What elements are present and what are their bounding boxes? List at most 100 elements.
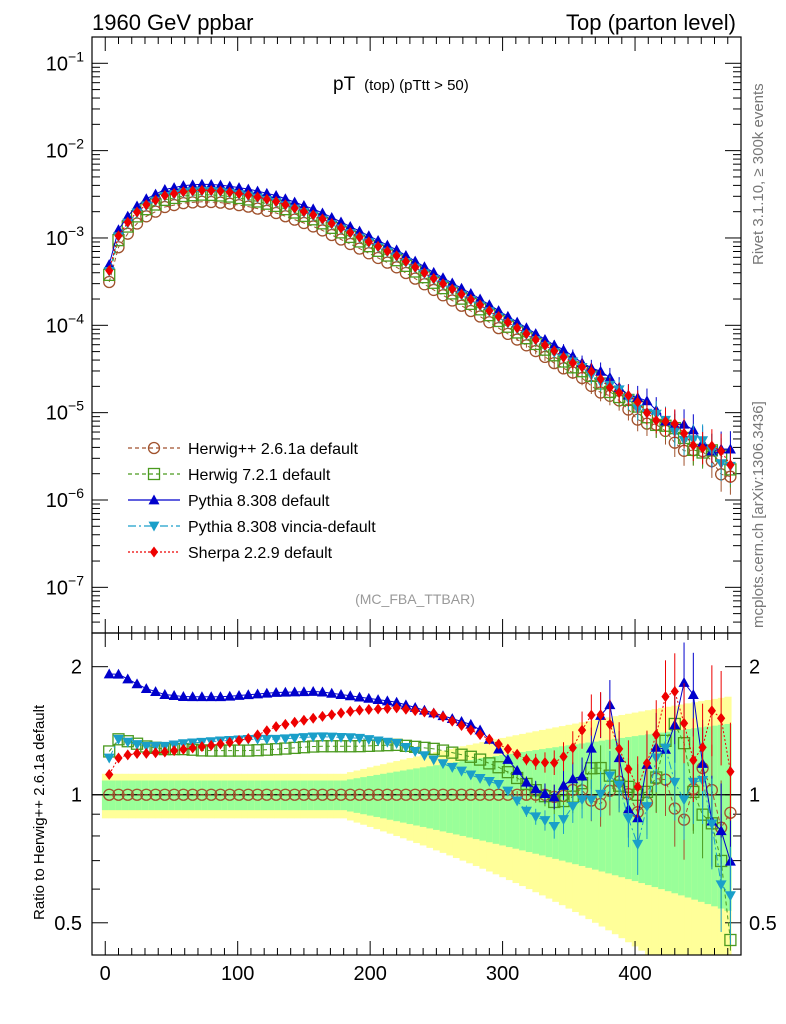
series-point bbox=[494, 311, 503, 323]
ratio-point bbox=[196, 691, 208, 702]
x-tick-label: 100 bbox=[221, 963, 254, 985]
series-point bbox=[531, 334, 540, 346]
series-point bbox=[132, 206, 142, 218]
header-left: 1960 GeV ppbar bbox=[92, 10, 253, 35]
ratio-point bbox=[474, 773, 486, 784]
ratio-plot-panel: 0.5 0.5 1 1 2 2 Ratio to Herwig++ 2.6.1a defa… bbox=[31, 632, 777, 956]
ratio-point bbox=[354, 691, 366, 702]
ratio-point bbox=[559, 751, 568, 763]
ratio-y-label: Ratio to Herwig++ 2.6.1a default bbox=[31, 704, 48, 920]
series-point bbox=[401, 255, 411, 267]
ratio-point bbox=[336, 707, 346, 719]
ratio-point bbox=[150, 741, 162, 752]
ratio-point bbox=[159, 689, 171, 699]
series-point bbox=[373, 240, 383, 252]
ratio-point bbox=[363, 692, 375, 703]
ratio-point bbox=[214, 691, 226, 702]
legend-entry: Herwig 7.2.1 default bbox=[128, 467, 331, 484]
series-point bbox=[327, 217, 336, 229]
ratio-point bbox=[473, 753, 487, 766]
ratio-point bbox=[298, 733, 310, 743]
legend-marker bbox=[149, 546, 159, 558]
legend-label: Herwig 7.2.1 default bbox=[188, 467, 331, 484]
series-line bbox=[108, 194, 731, 470]
ratio-point bbox=[281, 718, 290, 730]
series-point bbox=[261, 187, 273, 198]
ratio-point bbox=[122, 737, 134, 748]
series-point bbox=[316, 207, 328, 218]
ratio-point bbox=[400, 743, 412, 753]
top-series bbox=[103, 178, 737, 495]
side-label-bottom: mcplots.cern.ch [arXiv:1306.3436] bbox=[750, 401, 767, 628]
x-tick-label: 200 bbox=[353, 963, 386, 985]
series-point bbox=[457, 288, 466, 300]
series-line bbox=[108, 189, 731, 466]
series-point bbox=[522, 328, 531, 340]
ratio-point bbox=[420, 706, 429, 718]
legend-entry: Herwig++ 2.6.1a default bbox=[128, 441, 358, 458]
ratio-point bbox=[456, 766, 468, 777]
series-point bbox=[633, 396, 642, 408]
plot-title-sub: (top) (pTtt > 50) bbox=[364, 77, 469, 94]
header-right: Top (parton level) bbox=[566, 10, 736, 35]
series-point bbox=[252, 185, 264, 196]
series-point bbox=[485, 305, 494, 317]
ratio-point bbox=[289, 733, 301, 744]
plot-title: pT (top) (pTtt > 50) bbox=[333, 74, 469, 95]
ratio-point bbox=[335, 732, 347, 743]
y-tick-label: 10−3 bbox=[46, 223, 84, 250]
legend-marker bbox=[147, 467, 161, 481]
ratio-y-tick-label: 1 bbox=[71, 785, 82, 807]
series-point bbox=[670, 418, 679, 430]
series-point bbox=[242, 183, 254, 194]
legend-entry: Sherpa 2.2.9 default bbox=[128, 545, 333, 562]
series-point bbox=[355, 231, 364, 243]
ratio-line bbox=[108, 736, 731, 897]
ratio-point bbox=[307, 732, 319, 743]
ratio-point bbox=[309, 712, 318, 724]
series-point bbox=[661, 415, 670, 427]
ratio-point bbox=[103, 753, 115, 764]
series-point bbox=[177, 180, 189, 191]
ratio-point bbox=[615, 743, 624, 755]
ratio-point bbox=[188, 742, 197, 754]
ratio-point bbox=[707, 705, 716, 717]
ratio-point bbox=[418, 751, 430, 762]
ratio-point bbox=[372, 736, 384, 747]
ratio-point bbox=[142, 747, 151, 759]
ratio-point bbox=[290, 716, 299, 728]
ratio-point bbox=[270, 687, 282, 697]
x-tick-label: 400 bbox=[618, 963, 651, 985]
series-point bbox=[307, 203, 319, 214]
series-point bbox=[587, 365, 596, 377]
series-point bbox=[726, 459, 735, 471]
series-point bbox=[392, 250, 401, 262]
ratio-point bbox=[724, 891, 736, 902]
legend-label: Pythia 8.308 vincia-default bbox=[188, 519, 376, 536]
series-3 bbox=[103, 186, 736, 485]
ratio-line bbox=[109, 673, 731, 862]
ratio-series-3 bbox=[103, 711, 736, 945]
ratio-point bbox=[103, 668, 115, 679]
ratio-y-tick-label-right: 0.5 bbox=[749, 913, 777, 935]
ratio-point bbox=[530, 812, 542, 823]
ratio-point bbox=[670, 685, 679, 697]
ratio-point bbox=[464, 750, 477, 763]
ratio-point bbox=[307, 685, 319, 696]
series-point bbox=[624, 390, 633, 402]
y-tick-label: 10−2 bbox=[46, 136, 84, 163]
ratio-point bbox=[279, 734, 291, 745]
ratio-point bbox=[465, 770, 477, 781]
series-point bbox=[550, 345, 559, 357]
series-point bbox=[216, 185, 225, 197]
legend-marker bbox=[147, 441, 161, 455]
ratio-point bbox=[216, 738, 225, 750]
ratio-point bbox=[409, 747, 421, 757]
ratio-point bbox=[224, 690, 236, 701]
ratio-point bbox=[372, 694, 384, 705]
x-tick-label: 0 bbox=[100, 963, 111, 985]
ratio-line bbox=[108, 690, 731, 789]
series-point bbox=[114, 230, 123, 242]
ratio-point bbox=[363, 735, 375, 746]
x-tick-labels: 0 100 200 300 400 bbox=[100, 963, 652, 985]
